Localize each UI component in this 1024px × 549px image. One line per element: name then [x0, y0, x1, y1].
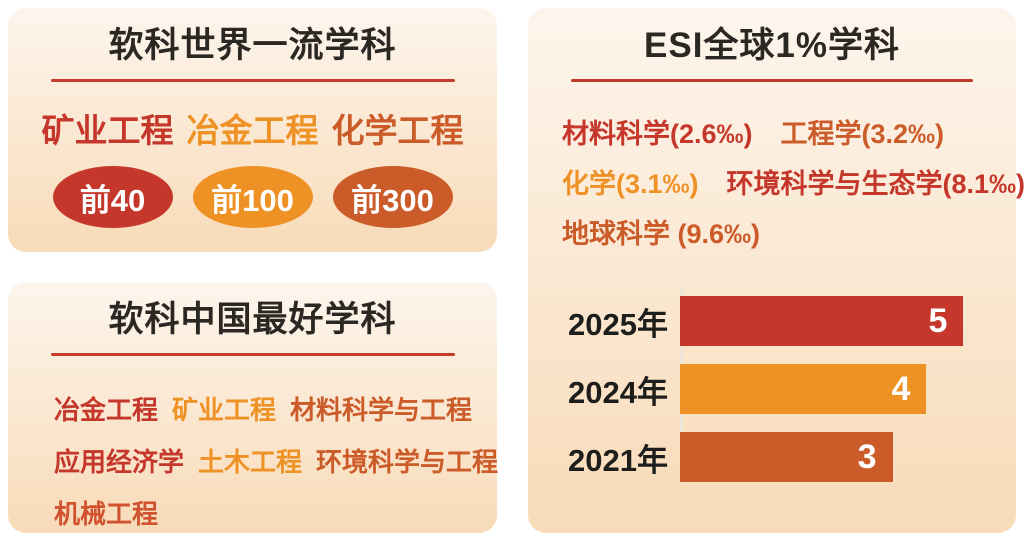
subject-label: 化学(3.1‰)	[562, 168, 699, 199]
subject-label: 化学工程	[331, 112, 464, 149]
rank-badge: 前300	[332, 166, 453, 228]
panel-esi-subjects: ESI全球1%学科 材料科学(2.6‰) 工程学(3.2‰) 化学(3.1‰) 环境科…	[528, 8, 1024, 533]
title-divider-line	[50, 353, 455, 356]
subject-row: 材料科学(2.6‰) 工程学(3.2‰)	[562, 106, 1016, 156]
esi-subject-count-chart: 2025年 5 2024年 4 2021年 3	[528, 287, 1016, 483]
esi-subject-list: 材料科学(2.6‰) 工程学(3.2‰) 化学(3.1‰) 环境科学与生态学(8.1‰…	[562, 106, 1024, 256]
title-divider-line	[571, 79, 973, 82]
subject-label: 材料科学(2.6‰)	[562, 118, 753, 149]
esi-title: ESI全球1%学科	[644, 26, 900, 65]
china-best-title: 软科中国最好学科	[108, 300, 397, 339]
subject-label: 材料科学与工程	[290, 394, 473, 425]
subject-label: 环境科学与工程	[316, 446, 499, 477]
subject-label: 矿业工程	[172, 394, 277, 425]
bar-track: 4	[680, 364, 988, 414]
world-class-subject-list: 矿业工程 冶金工程 化学工程	[8, 104, 497, 152]
panel-china-best-subjects: 软科中国最好学科 冶金工程 矿业工程 材料科学与工程 应用经济学 土木工程 环境科学与工程…	[8, 282, 498, 533]
subject-row: 冶金工程 矿业工程 材料科学与工程	[54, 382, 497, 434]
subject-label: 工程学(3.2‰)	[780, 118, 945, 149]
year-label: 2024年	[568, 374, 668, 410]
rank-badge: 前100	[192, 166, 313, 228]
bar: 4	[680, 364, 927, 414]
year-label: 2021年	[568, 442, 668, 478]
bar-value-label: 5	[928, 301, 948, 340]
subject-row: 应用经济学 土木工程 环境科学与工程	[54, 434, 499, 486]
rank-badge: 前40	[52, 166, 173, 228]
subject-label: 机械工程	[54, 498, 159, 529]
subject-label: 应用经济学	[54, 446, 185, 477]
subject-label: 冶金工程	[54, 394, 159, 425]
bar-value-label: 3	[857, 437, 877, 476]
subject-label: 土木工程	[198, 446, 303, 477]
bar-track: 5	[680, 296, 988, 346]
chart-bar-row: 2024年 4	[528, 364, 1016, 414]
world-class-rank-badges: 前40 前100 前300	[8, 166, 497, 228]
bar-track: 3	[680, 432, 988, 482]
subject-label: 矿业工程	[41, 112, 174, 149]
world-class-title: 软科世界一流学科	[108, 26, 397, 65]
china-best-subject-list: 冶金工程 矿业工程 材料科学与工程 应用经济学 土木工程 环境科学与工程 机械工程	[54, 382, 499, 538]
panel-world-class-subjects: 软科世界一流学科 矿业工程 冶金工程 化学工程 前40 前100 前300	[8, 8, 497, 252]
subject-row: 地球科学 (9.6‰)	[562, 206, 1016, 256]
subject-label: 地球科学 (9.6‰)	[562, 218, 761, 249]
chart-bar-row: 2021年 3	[528, 432, 1016, 482]
subject-row: 化学(3.1‰) 环境科学与生态学(8.1‰)	[562, 156, 1024, 206]
subject-label: 冶金工程	[186, 112, 319, 149]
bar-value-label: 4	[891, 369, 911, 408]
bar: 3	[680, 432, 893, 482]
subject-label: 环境科学与生态学(8.1‰)	[726, 168, 1024, 199]
year-label: 2025年	[568, 306, 668, 342]
bar: 5	[680, 296, 964, 346]
chart-bar-row: 2025年 5	[528, 296, 1016, 346]
subject-row: 机械工程	[54, 486, 497, 538]
title-divider-line	[50, 79, 455, 82]
